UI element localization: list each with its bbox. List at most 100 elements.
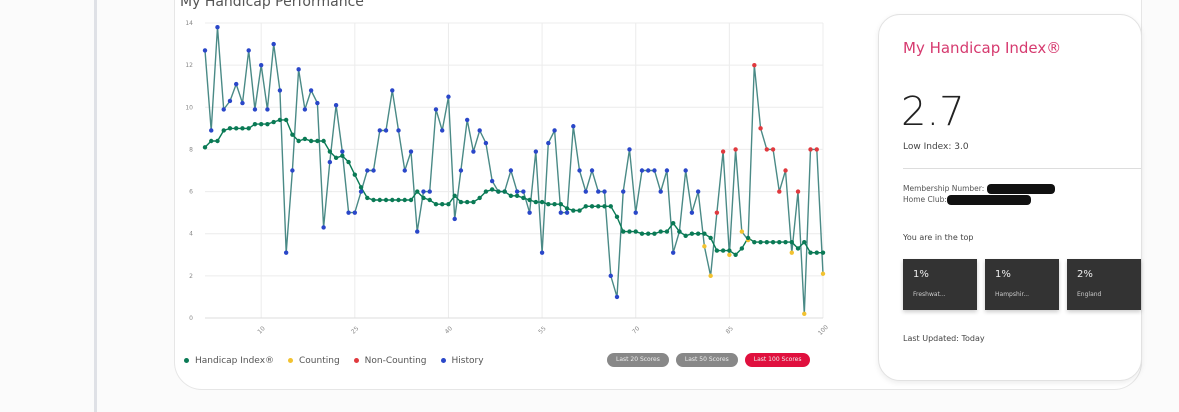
legend-handicap-index[interactable]: Handicap Index® [184, 356, 274, 366]
score-point [464, 117, 470, 123]
score-point [546, 140, 551, 146]
handicap-index-point [639, 231, 645, 236]
score-point [777, 189, 782, 194]
score-point [602, 189, 607, 194]
score-point [265, 107, 270, 112]
handicap-index-point [502, 189, 507, 194]
handicap-index-point [652, 231, 657, 236]
score-point [302, 107, 308, 112]
legend-label: Counting [299, 356, 340, 366]
x-tick-label: 85 [725, 325, 735, 335]
rank-tile-county[interactable]: 1% Hampshir... [985, 259, 1059, 310]
handicap-index-point [802, 239, 807, 245]
score-point [552, 128, 557, 133]
handicap-index-line [204, 119, 823, 256]
score-point [752, 62, 757, 68]
handicap-index-point [265, 121, 270, 127]
handicap-index-point [433, 202, 439, 207]
score-point [539, 250, 545, 255]
handicap-index-point [446, 202, 451, 207]
rank-tiles: 1% Freshwat... 1% Hampshir... 2% England [903, 259, 1141, 310]
handicap-index-point [552, 202, 557, 207]
y-tick-label: 2 [189, 273, 193, 280]
rank-region: Freshwat... [913, 291, 946, 298]
rank-tile-country[interactable]: 2% England [1067, 259, 1141, 310]
score-point [371, 168, 376, 173]
score-point [514, 189, 520, 194]
rank-region: Hampshir... [995, 291, 1030, 298]
handicap-index-point [664, 229, 670, 234]
score-point [758, 126, 763, 131]
score-point [639, 168, 645, 173]
handicap-index-point [483, 189, 489, 194]
y-tick-label: 12 [185, 62, 193, 69]
handicap-index-point [533, 199, 539, 205]
handicap-index-point [571, 208, 576, 213]
score-point [477, 128, 482, 133]
divider [903, 168, 1141, 169]
x-tick-label: 100 [817, 324, 830, 337]
handicap-index-point [508, 193, 514, 198]
score-point [764, 147, 770, 152]
rank-percent: 1% [913, 269, 929, 280]
redacted-home-club [946, 195, 1031, 205]
score-point [646, 168, 651, 173]
page-divider [94, 0, 97, 412]
handicap-index-point [321, 138, 326, 144]
handicap-index-point [489, 187, 495, 192]
last-100-scores-button[interactable]: Last 100 Scores [744, 353, 811, 367]
score-point [446, 94, 451, 99]
handicap-index-point [277, 117, 283, 123]
last-20-scores-button[interactable]: Last 20 Scores [607, 353, 669, 367]
handicap-index-point [415, 189, 420, 194]
legend-label: Handicap Index® [195, 356, 275, 366]
score-point [333, 102, 339, 108]
legend-label: Non-Counting [364, 356, 427, 366]
score-point [327, 159, 333, 165]
legend-history[interactable]: History [440, 356, 484, 366]
legend-counting[interactable]: Counting [288, 356, 340, 366]
score-point [820, 271, 826, 276]
handicap-index-point [727, 248, 732, 253]
legend-non-counting[interactable]: Non-Counting [353, 356, 427, 366]
rank-percent: 2% [1077, 269, 1093, 280]
score-point [221, 107, 226, 112]
handicap-index-point [627, 229, 632, 234]
handicap-index-point [408, 197, 414, 203]
score-range-buttons: Last 20 Scores Last 50 Scores Last 100 S… [607, 353, 811, 367]
handicap-index-card: My Handicap Index® 2.7 Low Index: 3.0 Me… [878, 14, 1142, 381]
handicap-index-point [608, 204, 613, 209]
score-point [377, 128, 382, 133]
handicap-index-point [271, 119, 276, 125]
handicap-index-point [246, 126, 251, 131]
score-point [770, 147, 776, 152]
handicap-index-point [777, 239, 782, 245]
score-point [608, 273, 613, 279]
score-point [277, 88, 283, 93]
score-point [733, 147, 738, 152]
score-point [358, 189, 364, 194]
handicap-index-point [383, 197, 389, 203]
score-point [427, 189, 432, 194]
handicap-index-point [714, 248, 720, 253]
score-point [670, 250, 676, 255]
score-point [296, 67, 301, 72]
rank-tile-club[interactable]: 1% Freshwat... [903, 259, 977, 310]
handicap-index-point [308, 138, 314, 144]
handicap-index-point [646, 231, 651, 236]
score-point [489, 178, 495, 184]
handicap-index-point [452, 193, 457, 198]
score-point [621, 189, 626, 194]
score-point [658, 189, 663, 194]
handicap-index-point [583, 204, 588, 209]
handicap-index-point [695, 231, 701, 236]
score-point [708, 273, 713, 279]
handicap-index-point [527, 197, 532, 203]
handicap-index-point [689, 231, 695, 236]
last-50-scores-button[interactable]: Last 50 Scores [675, 353, 738, 367]
handicap-index-point [602, 204, 607, 209]
score-point [614, 294, 620, 300]
handicap-index-point [708, 235, 713, 241]
handicap-index-point [234, 126, 239, 131]
score-point [458, 168, 464, 173]
